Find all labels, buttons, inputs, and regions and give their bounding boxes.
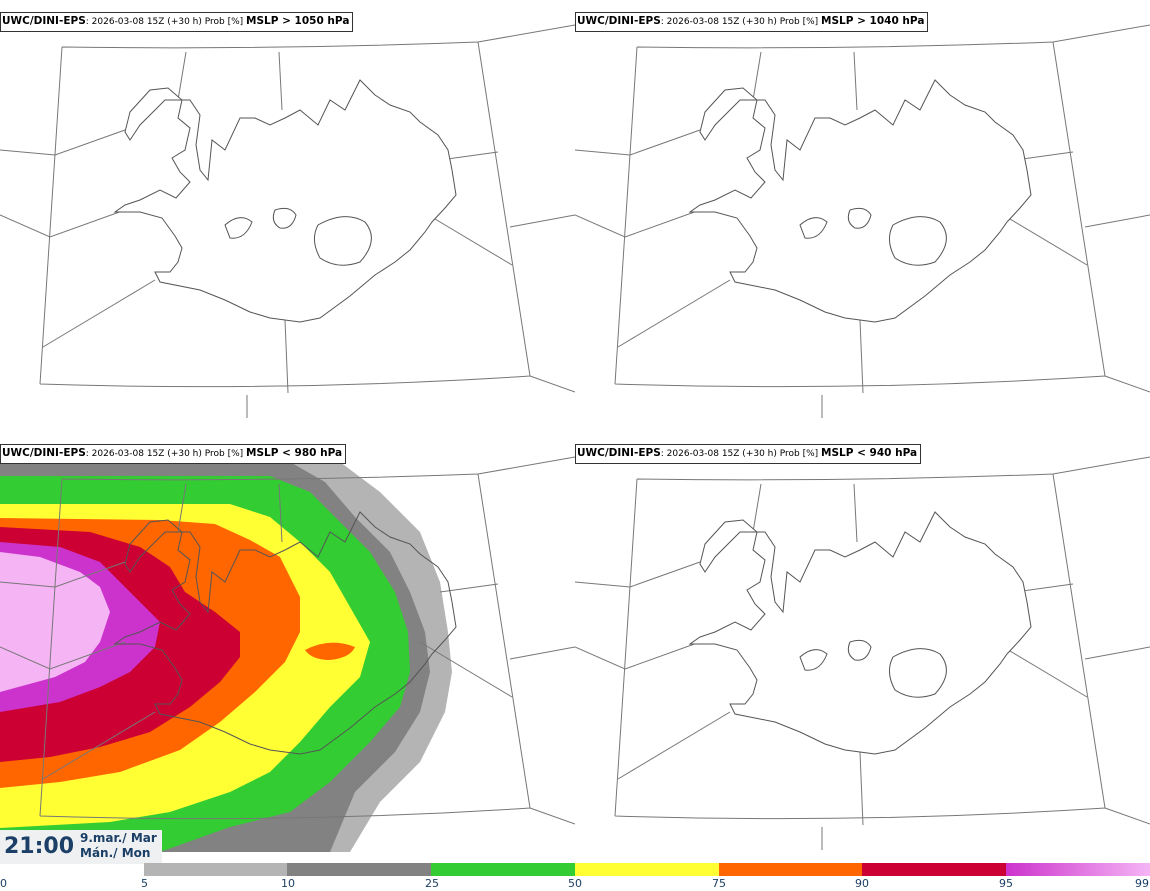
map-graphic	[0, 446, 575, 852]
colorbar-segment-75-90	[719, 863, 862, 876]
colorbar-tick: 0	[0, 877, 7, 890]
valid-date-line2: Mán./ Mon	[80, 846, 151, 860]
colorbar-segment-25-50	[431, 863, 575, 876]
map-grid	[0, 24, 575, 418]
map-grid	[575, 456, 1150, 850]
colorbar-segment-5-10	[144, 863, 287, 876]
map-grid	[575, 24, 1150, 418]
colorbar-tick: 25	[425, 877, 439, 890]
colorbar-segment-10-25	[287, 863, 431, 876]
map-panel-2: UWC/DINI-EPS: 2026-03-08 15Z (+30 h) Pro…	[575, 0, 1150, 432]
panel-title: UWC/DINI-EPS: 2026-03-08 15Z (+30 h) Pro…	[0, 444, 347, 464]
valid-time-box: 21:00 9.mar./ Mar Mán./ Mon	[0, 830, 162, 864]
iceland-coastline	[113, 511, 457, 755]
map-panel-1: UWC/DINI-EPS: 2026-03-08 15Z (+30 h) Pro…	[0, 0, 575, 432]
panel-title: UWC/DINI-EPS: 2026-03-08 15Z (+30 h) Pro…	[575, 12, 929, 32]
panel-title: UWC/DINI-EPS: 2026-03-08 15Z (+30 h) Pro…	[575, 444, 922, 464]
colorbar-tick: 75	[712, 877, 726, 890]
colorbar-segment-50-75	[575, 863, 719, 876]
iceland-coastline	[688, 79, 1032, 323]
colorbar-tick: 99	[1135, 877, 1149, 890]
map-graphic	[0, 24, 575, 418]
valid-date-line1: 9.mar./ Mar	[80, 831, 157, 845]
colorbar-tick: 90	[855, 877, 869, 890]
colorbar-tick: 5	[141, 877, 148, 890]
map-panel-4: UWC/DINI-EPS: 2026-03-08 15Z (+30 h) Pro…	[575, 432, 1150, 864]
map-graphic	[575, 456, 1150, 850]
map-panel-3: UWC/DINI-EPS: 2026-03-08 15Z (+30 h) Pro…	[0, 432, 575, 864]
colorbar-segment-90-95	[862, 863, 1006, 876]
valid-time: 21:00	[4, 834, 75, 859]
colorbar-tick: 10	[281, 877, 295, 890]
iceland-coastline	[113, 79, 457, 323]
colorbar-segment-95-99	[1006, 863, 1150, 876]
colorbar-tick: 50	[568, 877, 582, 890]
probability-fill	[0, 446, 452, 852]
colorbar-tick: 95	[999, 877, 1013, 890]
map-grid	[0, 456, 575, 825]
panel-title: UWC/DINI-EPS: 2026-03-08 15Z (+30 h) Pro…	[0, 12, 354, 32]
map-graphic	[575, 24, 1150, 418]
iceland-coastline	[688, 511, 1032, 755]
